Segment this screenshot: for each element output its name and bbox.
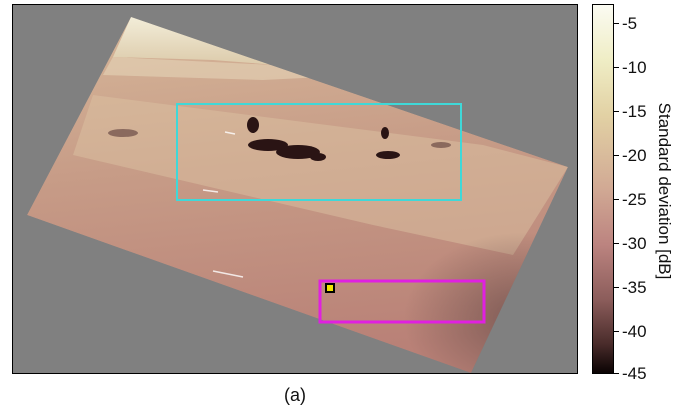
colorbar-label: Standard deviation [dB] <box>655 102 674 280</box>
colorbar-tick <box>614 155 619 156</box>
colorbar-gradient <box>593 5 613 373</box>
colorbar-tick <box>614 67 619 68</box>
colorbar-tick <box>614 331 619 332</box>
colorbar-tick-label: -10 <box>622 58 647 77</box>
sar-image <box>27 17 568 373</box>
colorbar-tick-label: -15 <box>622 102 647 121</box>
colorbar-tick-label: -20 <box>622 146 647 165</box>
dark-patches <box>247 117 400 161</box>
colorbar-tick <box>614 199 619 200</box>
colorbar-tick <box>614 23 619 24</box>
colorbar-tick <box>614 243 619 244</box>
swath <box>27 17 568 373</box>
point-marker <box>325 283 335 293</box>
colorbar-tick <box>614 111 619 112</box>
figure-caption: (a) <box>284 385 306 405</box>
colorbar-tick-label: -30 <box>622 234 647 253</box>
colorbar-tick-label: -35 <box>622 278 647 297</box>
colorbar-tick <box>614 287 619 288</box>
colorbar-tick-label: -25 <box>622 190 647 209</box>
colorbar-tick <box>614 373 619 374</box>
colorbar-tick-label: -5 <box>622 14 638 33</box>
colorbar <box>592 4 614 374</box>
magenta-region-box <box>318 279 486 324</box>
colorbar-tick-label: -40 <box>622 322 647 341</box>
cyan-region-box <box>176 103 462 201</box>
colorbar-tick-label: -45 <box>622 364 647 383</box>
sar-image-panel <box>12 4 578 374</box>
